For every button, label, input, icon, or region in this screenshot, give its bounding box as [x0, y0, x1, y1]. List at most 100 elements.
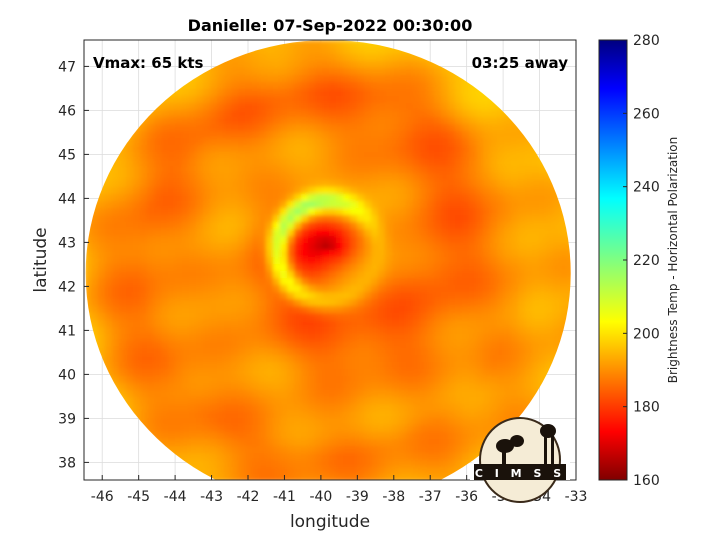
- field-cell: [322, 222, 330, 230]
- field-cell: [273, 334, 281, 342]
- field-cell: [378, 215, 386, 223]
- field-cell: [280, 208, 288, 216]
- field-cell: [175, 439, 183, 447]
- field-cell: [553, 222, 561, 230]
- field-cell: [280, 327, 288, 335]
- field-cell: [434, 194, 442, 202]
- field-cell: [476, 404, 484, 412]
- field-cell: [427, 397, 435, 405]
- field-cell: [224, 103, 232, 111]
- field-cell: [462, 145, 470, 153]
- field-cell: [315, 271, 323, 279]
- field-cell: [294, 299, 302, 307]
- field-cell: [546, 334, 554, 342]
- field-cell: [210, 208, 218, 216]
- field-cell: [301, 131, 309, 139]
- field-cell: [140, 257, 148, 265]
- field-cell: [350, 166, 358, 174]
- field-cell: [147, 425, 155, 433]
- field-cell: [196, 320, 204, 328]
- field-cell: [266, 173, 274, 181]
- field-cell: [182, 355, 190, 363]
- x-tick-label: -45: [127, 489, 150, 505]
- field-cell: [259, 110, 267, 118]
- field-cell: [420, 166, 428, 174]
- field-cell: [455, 411, 463, 419]
- field-cell: [357, 369, 365, 377]
- field-cell: [511, 355, 519, 363]
- field-cell: [133, 397, 141, 405]
- field-cell: [126, 313, 134, 321]
- field-cell: [371, 446, 379, 454]
- field-cell: [385, 383, 393, 391]
- field-cell: [315, 187, 323, 195]
- field-cell: [539, 369, 547, 377]
- field-cell: [175, 327, 183, 335]
- field-cell: [371, 362, 379, 370]
- field-cell: [315, 334, 323, 342]
- field-cell: [273, 68, 281, 76]
- field-cell: [441, 355, 449, 363]
- field-cell: [476, 243, 484, 251]
- field-cell: [273, 208, 281, 216]
- field-cell: [315, 348, 323, 356]
- field-cell: [441, 285, 449, 293]
- field-cell: [112, 159, 120, 167]
- field-cell: [392, 82, 400, 90]
- field-cell: [378, 173, 386, 181]
- field-cell: [259, 222, 267, 230]
- field-cell: [504, 250, 512, 258]
- field-cell: [427, 124, 435, 132]
- field-cell: [189, 432, 197, 440]
- field-cell: [350, 61, 358, 69]
- field-cell: [252, 47, 260, 55]
- field-cell: [399, 425, 407, 433]
- field-cell: [238, 355, 246, 363]
- field-cell: [105, 271, 113, 279]
- field-cell: [154, 166, 162, 174]
- field-cell: [154, 110, 162, 118]
- field-cell: [483, 257, 491, 265]
- field-cell: [231, 327, 239, 335]
- field-cell: [518, 355, 526, 363]
- field-cell: [469, 369, 477, 377]
- field-cell: [245, 320, 253, 328]
- field-cell: [469, 264, 477, 272]
- field-cell: [350, 320, 358, 328]
- field-cell: [371, 264, 379, 272]
- field-cell: [210, 292, 218, 300]
- field-cell: [441, 180, 449, 188]
- field-cell: [490, 383, 498, 391]
- chart-title: Danielle: 07-Sep-2022 00:30:00: [188, 16, 473, 35]
- field-cell: [140, 292, 148, 300]
- field-cell: [140, 404, 148, 412]
- field-cell: [518, 369, 526, 377]
- field-cell: [378, 152, 386, 160]
- field-cell: [301, 264, 309, 272]
- field-cell: [217, 341, 225, 349]
- field-cell: [462, 173, 470, 181]
- field-cell: [231, 96, 239, 104]
- field-cell: [301, 194, 309, 202]
- field-cell: [175, 152, 183, 160]
- field-cell: [336, 397, 344, 405]
- field-cell: [308, 180, 316, 188]
- field-cell: [189, 446, 197, 454]
- field-cell: [175, 404, 183, 412]
- field-cell: [140, 362, 148, 370]
- field-cell: [175, 187, 183, 195]
- field-cell: [462, 250, 470, 258]
- field-cell: [413, 278, 421, 286]
- field-cell: [420, 103, 428, 111]
- field-cell: [476, 250, 484, 258]
- field-cell: [259, 201, 267, 209]
- field-cell: [434, 397, 442, 405]
- field-cell: [154, 306, 162, 314]
- field-cell: [483, 159, 491, 167]
- field-cell: [469, 320, 477, 328]
- field-cell: [364, 159, 372, 167]
- field-cell: [539, 187, 547, 195]
- field-cell: [301, 453, 309, 461]
- field-cell: [266, 236, 274, 244]
- field-cell: [280, 390, 288, 398]
